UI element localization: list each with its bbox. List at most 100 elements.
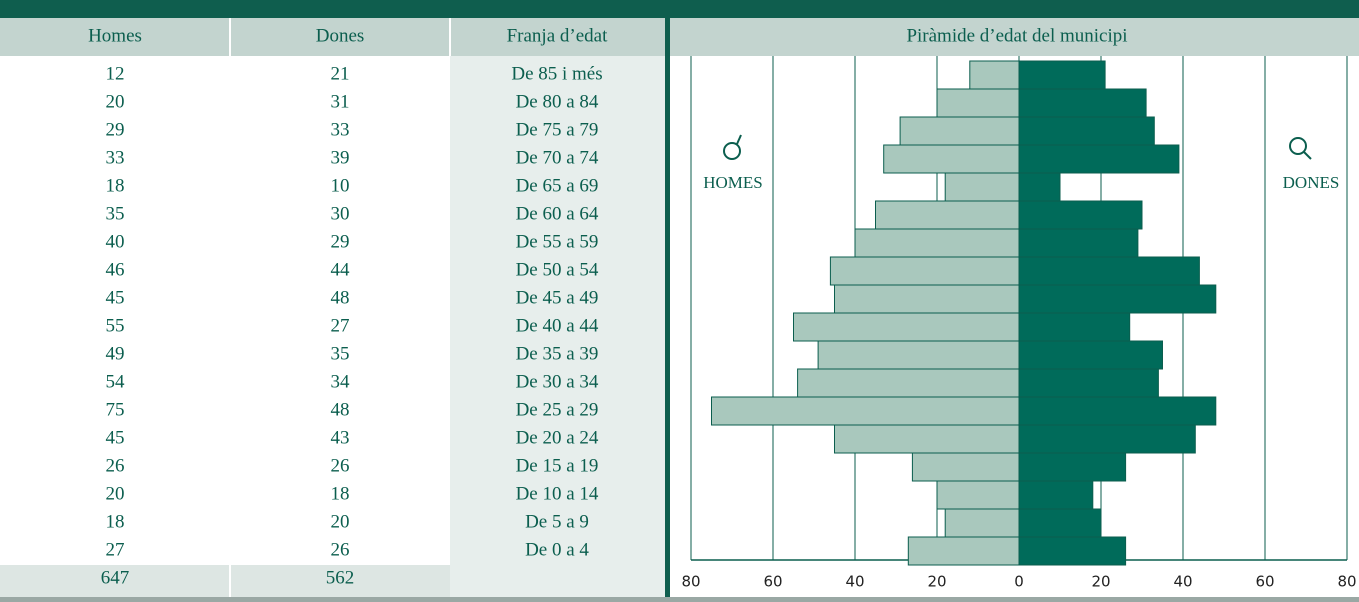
table-value: 43 — [331, 427, 350, 448]
bar — [1018, 284, 1217, 314]
totals-row — [0, 565, 450, 598]
table-value: 18 — [106, 175, 125, 196]
table-value: 20 — [106, 91, 125, 112]
bar — [817, 340, 1020, 370]
female-symbol — [1289, 137, 1312, 160]
bar — [907, 536, 1020, 566]
bar — [911, 452, 1020, 482]
table-value: 48 — [331, 287, 350, 308]
chart-title: Piràmide d’edat del municipi — [906, 25, 1127, 46]
age-band: De 5 a 9 — [525, 511, 589, 532]
bar — [1018, 256, 1200, 286]
table-value: 55 — [106, 315, 125, 336]
side-label: DONES — [1283, 173, 1340, 192]
bar — [969, 60, 1020, 90]
table-value: 44 — [331, 259, 351, 280]
age-band: De 30 a 34 — [516, 371, 599, 392]
side-label: HOMES — [703, 173, 763, 192]
bar — [1018, 144, 1180, 174]
table-value: 20 — [331, 511, 350, 532]
bar — [854, 228, 1020, 258]
age-band: De 60 a 64 — [516, 203, 599, 224]
bar — [1018, 368, 1159, 398]
table-value: 10 — [331, 175, 350, 196]
age-band: De 50 a 54 — [516, 259, 599, 280]
table-value: 49 — [106, 343, 125, 364]
total: 562 — [326, 567, 355, 588]
table-value: 30 — [331, 203, 350, 224]
total: 647 — [101, 567, 130, 588]
bar — [936, 88, 1020, 118]
column-header: Homes — [88, 25, 142, 46]
table-value: 18 — [331, 483, 350, 504]
bar — [1018, 396, 1217, 426]
bar — [1018, 312, 1131, 342]
table-value: 29 — [331, 231, 350, 252]
age-band: De 35 a 39 — [516, 343, 599, 364]
table-value: 26 — [331, 539, 350, 560]
bar — [1018, 508, 1102, 538]
top-banner — [0, 0, 1359, 18]
table-value: 27 — [106, 539, 125, 560]
age-band: De 20 a 24 — [516, 427, 599, 448]
bar — [875, 200, 1020, 230]
age-band: De 80 a 84 — [516, 91, 599, 112]
age-band: De 10 a 14 — [516, 483, 599, 504]
x-tick-label: 20 — [927, 573, 946, 591]
age-band: De 15 a 19 — [516, 455, 599, 476]
x-tick-label: 0 — [1014, 573, 1024, 591]
age-band: De 40 a 44 — [516, 315, 599, 336]
age-band: De 85 i més — [511, 63, 602, 84]
bar — [1018, 340, 1163, 370]
male-symbol — [723, 134, 742, 160]
bar — [944, 172, 1020, 202]
bar — [899, 116, 1020, 146]
bar — [936, 480, 1020, 510]
column-header: Franja d’edat — [507, 25, 608, 46]
bottom-border — [0, 597, 1359, 602]
bar — [834, 284, 1020, 314]
age-band: De 55 a 59 — [516, 231, 599, 252]
table-value: 34 — [331, 371, 351, 392]
table-value: 26 — [106, 455, 125, 476]
x-tick-label: 80 — [681, 573, 700, 591]
table-value: 45 — [106, 287, 125, 308]
bar — [1018, 172, 1061, 202]
age-band: De 65 a 69 — [516, 175, 599, 196]
column-header: Dones — [316, 25, 365, 46]
table-value: 75 — [106, 399, 125, 420]
age-band: De 0 a 4 — [525, 539, 589, 560]
table-value: 27 — [331, 315, 350, 336]
table-value: 12 — [106, 63, 125, 84]
bar — [1018, 60, 1106, 90]
table-value: 48 — [331, 399, 350, 420]
bar — [1018, 200, 1143, 230]
table-value: 18 — [106, 511, 125, 532]
bar — [834, 424, 1020, 454]
bar — [1018, 88, 1147, 118]
bar — [711, 396, 1020, 426]
x-tick-label: 60 — [763, 573, 782, 591]
bar — [944, 508, 1020, 538]
bar — [1018, 424, 1196, 454]
table-value: 31 — [331, 91, 350, 112]
table-value: 40 — [106, 231, 125, 252]
age-band: De 70 a 74 — [516, 147, 599, 168]
age-band: De 45 a 49 — [516, 287, 599, 308]
table-value: 54 — [106, 371, 126, 392]
table-value: 33 — [331, 119, 350, 140]
x-tick-label: 60 — [1255, 573, 1274, 591]
x-tick-label: 80 — [1337, 573, 1356, 591]
x-tick-label: 20 — [1091, 573, 1110, 591]
age-band: De 75 a 79 — [516, 119, 599, 140]
table-value: 45 — [106, 427, 125, 448]
table-value: 35 — [106, 203, 125, 224]
bar — [829, 256, 1020, 286]
age-column-bg — [450, 56, 665, 598]
section-divider — [665, 18, 670, 598]
bar — [1018, 452, 1127, 482]
table-value: 33 — [106, 147, 125, 168]
bar — [797, 368, 1020, 398]
table-value: 46 — [106, 259, 125, 280]
